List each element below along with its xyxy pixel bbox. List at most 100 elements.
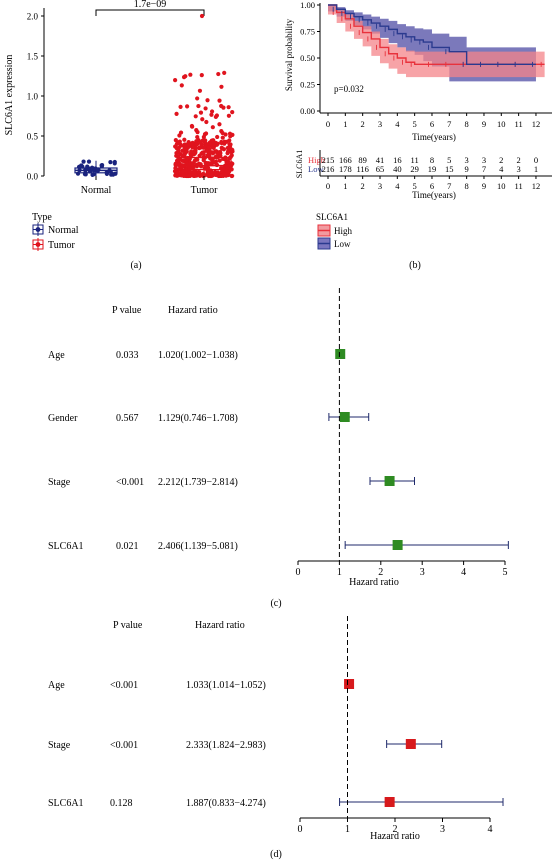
a-point-tumor <box>182 137 187 142</box>
b-risk-cell-low: 216 <box>322 164 335 174</box>
d-row-pvalue: 0.128 <box>110 798 133 809</box>
a-point-tumor <box>189 149 194 154</box>
a-point-tumor <box>222 139 227 144</box>
a-point-tumor <box>193 148 198 153</box>
d-row-hr: 1.033(1.014−1.052) <box>186 680 266 691</box>
c-x-tick-label: 3 <box>420 567 425 578</box>
a-point-tumor <box>230 147 235 152</box>
b-risk-cell-high: 0 <box>534 155 538 165</box>
d-hr-marker <box>384 797 395 807</box>
a-point-normal <box>91 167 96 173</box>
b-risk-cell-high: 2 <box>499 155 503 165</box>
b-x-tick-label: 1 <box>343 119 347 129</box>
a-point-tumor <box>225 145 230 151</box>
b-y-tick-label: 0.00 <box>300 106 315 116</box>
c-row-pvalue: 0.021 <box>116 541 139 552</box>
b-risk-x-tick-label: 9 <box>482 181 486 191</box>
b-risk-x-tick-label: 5 <box>413 181 417 191</box>
b-risk-x-tick-label: 0 <box>326 181 330 191</box>
a-point-normal <box>87 169 93 174</box>
b-risk-row-high-label: High <box>308 155 326 165</box>
a-point-tumor <box>190 140 195 145</box>
b-risk-cell-low: 19 <box>428 164 437 174</box>
b-curve-low <box>328 4 536 66</box>
c-x-tick-label: 5 <box>503 567 508 578</box>
b-x-axis-label: Time(years) <box>412 132 456 142</box>
a-point-tumor <box>187 169 193 174</box>
c-row-label: Stage <box>48 477 71 488</box>
d-plot: 0 1 2 3 4 <box>298 616 504 835</box>
a-point-tumor <box>180 148 185 153</box>
c-hr-marker <box>384 476 395 486</box>
a-point-tumor <box>227 142 232 147</box>
c-row-pvalue: 0.033 <box>116 350 139 361</box>
d-row-hr: 1.887(0.833−4.274) <box>186 798 266 809</box>
a-point-tumor <box>180 170 185 175</box>
b-legend-low: Low <box>334 239 351 249</box>
c-x-tick-label: 2 <box>378 567 383 578</box>
b-risk-x-tick-label: 8 <box>465 181 469 191</box>
a-x-label-normal: Normal <box>81 185 112 196</box>
panel-label-c: (c) <box>270 598 281 609</box>
a-point-tumor <box>228 166 233 172</box>
d-x-tick-label: 0 <box>298 824 303 835</box>
a-point-tumor <box>214 162 219 167</box>
forest-plot-c: P value Hazard ratio Age 0.033 1.020(1.002… <box>48 288 509 609</box>
a-y-tick-label: 1.5 <box>27 52 39 62</box>
b-x-tick-label: 10 <box>497 119 506 129</box>
a-y-tick-label: 0.5 <box>27 132 39 142</box>
b-risk-cell-low: 65 <box>376 164 385 174</box>
b-legend-high: High <box>334 226 353 236</box>
c-row-hr: 2.212(1.739−2.814) <box>158 477 238 488</box>
c-plot: 0 1 2 3 4 5 <box>296 288 509 578</box>
a-point-normal <box>99 163 104 168</box>
a-point-tumor <box>203 164 208 169</box>
a-point-tumor <box>189 123 195 129</box>
a-point-tumor <box>188 72 193 77</box>
c-row-label: SLC6A1 <box>48 541 84 552</box>
b-risk-cell-high: 11 <box>411 155 419 165</box>
c-x-axis-label: Hazard ratio <box>349 577 399 588</box>
a-point-tumor <box>195 96 200 101</box>
a-points <box>75 13 235 179</box>
a-point-tumor <box>230 110 235 115</box>
a-point-tumor <box>194 141 199 146</box>
c-rows: Age 0.033 1.020(1.002−1.038) Gender 0.567 1.1… <box>48 350 238 552</box>
forest-plot-d: P value Hazard ratio Age <0.001 1.033(1.01… <box>48 616 504 860</box>
a-point-tumor <box>226 149 231 155</box>
b-risk-x-tick-label: 11 <box>515 181 523 191</box>
b-x-tick-label: 8 <box>465 119 469 129</box>
c-row-label: Gender <box>48 413 78 424</box>
a-point-tumor <box>174 158 180 163</box>
a-point-tumor <box>174 153 179 158</box>
d-hr-marker <box>344 679 355 689</box>
a-y-axis-label: SLC6A1 expression <box>4 55 15 136</box>
a-y-tick-label: 1.0 <box>27 92 39 102</box>
a-point-tumor <box>230 173 235 179</box>
panel-label-d: (d) <box>270 849 282 860</box>
d-x-axis-label: Hazard ratio <box>370 831 420 842</box>
b-risk-cell-high: 215 <box>322 155 335 165</box>
b-y-tick-label: 0.75 <box>300 27 315 37</box>
b-risk-cell-low: 9 <box>465 164 469 174</box>
a-point-tumor <box>198 164 204 169</box>
a-point-tumor <box>184 158 189 163</box>
a-point-tumor <box>225 164 230 170</box>
a-point-tumor <box>206 169 211 174</box>
c-row-pvalue: <0.001 <box>116 477 144 488</box>
d-header-hr: Hazard ratio <box>195 620 245 631</box>
c-x-tick-label: 0 <box>296 567 301 578</box>
a-point-tumor <box>197 153 202 158</box>
b-risk-cell-high: 16 <box>393 155 402 165</box>
b-risk-cell-high: 5 <box>447 155 451 165</box>
b-risk-x-tick-label: 2 <box>361 181 365 191</box>
b-x-tick-label: 0 <box>326 119 330 129</box>
a-point-tumor <box>181 173 186 179</box>
c-row-hr: 2.406(1.139−5.081) <box>158 541 238 552</box>
a-point-tumor <box>215 141 220 146</box>
a-point-tumor <box>187 166 192 171</box>
a-point-tumor <box>197 88 203 93</box>
a-point-tumor <box>180 165 185 170</box>
a-point-tumor <box>214 155 219 160</box>
b-risk-x-tick-label: 1 <box>343 181 347 191</box>
